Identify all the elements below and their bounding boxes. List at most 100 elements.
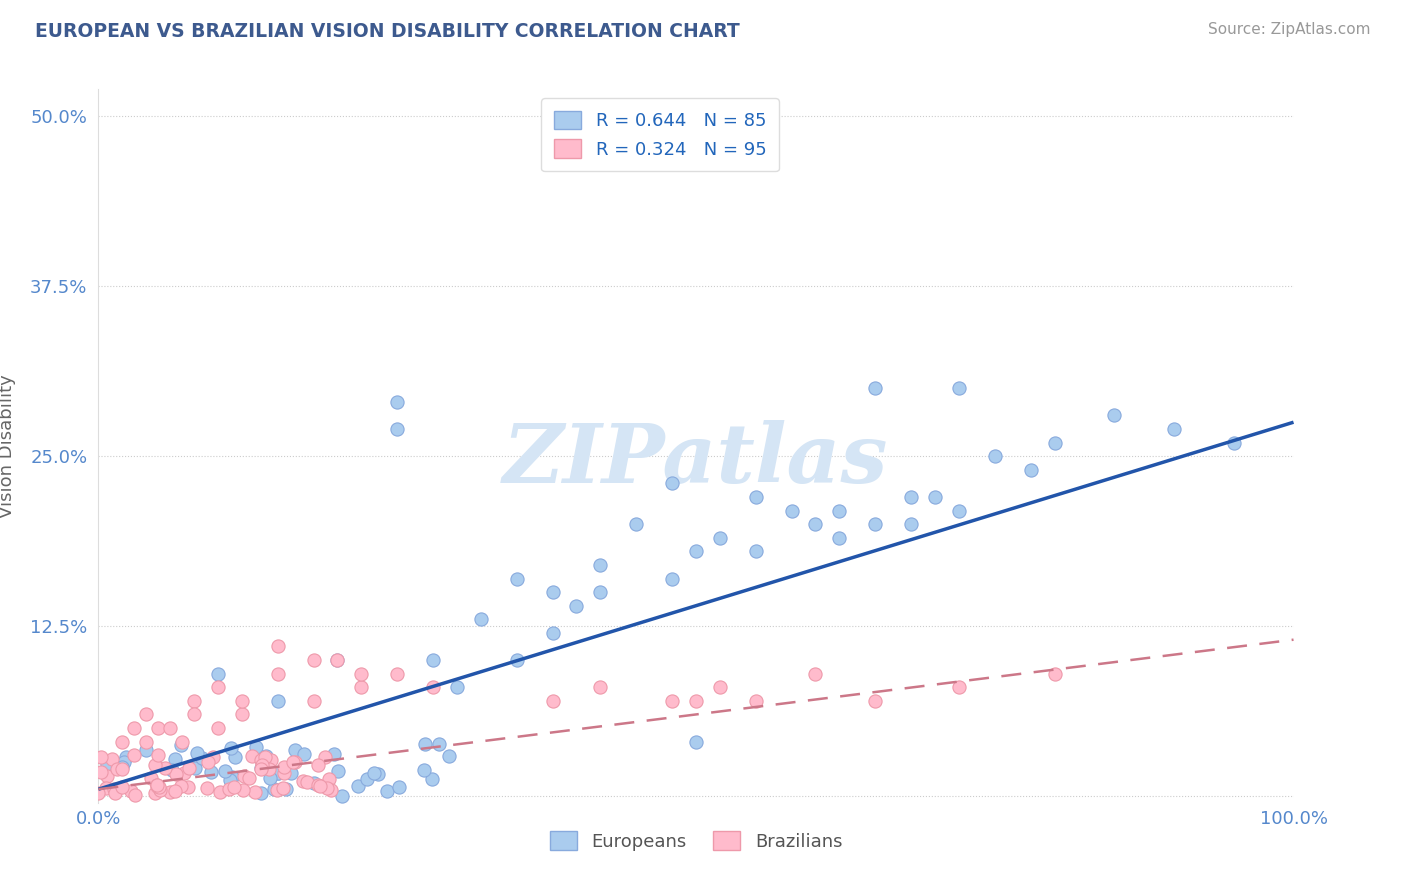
Brazilians	[146, 778, 169, 792]
Europeans	[375, 784, 398, 798]
Brazilians	[224, 780, 246, 794]
Europeans	[924, 490, 946, 504]
Europeans	[274, 781, 297, 796]
Europeans	[422, 653, 444, 667]
Brazilians	[267, 640, 290, 654]
Brazilians	[284, 755, 307, 769]
Europeans	[661, 572, 683, 586]
Brazilians	[143, 786, 166, 800]
Europeans	[218, 772, 240, 787]
Europeans	[745, 490, 768, 504]
Brazilians	[159, 784, 181, 798]
Europeans	[163, 752, 186, 766]
Brazilians	[267, 666, 290, 681]
Europeans	[111, 760, 134, 774]
Europeans	[661, 476, 683, 491]
Brazilians	[103, 781, 125, 796]
Europeans	[865, 517, 887, 532]
Europeans	[470, 612, 492, 626]
Brazilians	[207, 680, 229, 694]
Europeans	[900, 490, 922, 504]
Europeans	[200, 764, 222, 779]
Text: Source: ZipAtlas.com: Source: ZipAtlas.com	[1208, 22, 1371, 37]
Europeans	[326, 653, 349, 667]
Europeans	[385, 422, 409, 436]
Brazilians	[541, 694, 564, 708]
Brazilians	[146, 778, 169, 792]
Europeans	[367, 766, 389, 780]
Brazilians	[111, 734, 134, 748]
Brazilians	[111, 780, 134, 794]
Europeans	[1223, 435, 1246, 450]
Europeans	[1043, 435, 1066, 450]
Brazilians	[685, 694, 707, 708]
Brazilians	[250, 762, 273, 776]
Brazilians	[101, 752, 124, 766]
Europeans	[709, 531, 731, 545]
Europeans	[330, 789, 353, 803]
Europeans	[948, 381, 970, 395]
Europeans	[589, 585, 612, 599]
Brazilians	[231, 694, 253, 708]
Brazilians	[172, 734, 194, 748]
Text: ZIPatlas: ZIPatlas	[503, 420, 889, 500]
Europeans	[413, 737, 436, 751]
Europeans	[252, 752, 274, 766]
Brazilians	[87, 786, 110, 800]
Europeans	[780, 503, 803, 517]
Brazilians	[281, 755, 304, 769]
Brazilians	[207, 721, 229, 735]
Brazilians	[260, 753, 283, 767]
Brazilians	[120, 784, 142, 798]
Europeans	[745, 544, 768, 558]
Brazilians	[163, 783, 186, 797]
Brazilians	[271, 780, 294, 795]
Europeans	[446, 680, 468, 694]
Brazilians	[232, 782, 254, 797]
Brazilians	[266, 783, 288, 797]
Europeans	[685, 734, 707, 748]
Brazilians	[302, 653, 325, 667]
Brazilians	[135, 734, 157, 748]
Europeans	[506, 653, 529, 667]
Brazilians	[139, 771, 162, 785]
Brazilians	[307, 758, 329, 772]
Brazilians	[233, 769, 256, 783]
Brazilians	[661, 694, 683, 708]
Europeans	[249, 761, 271, 775]
Europeans	[828, 503, 851, 517]
Europeans	[114, 750, 136, 764]
Brazilians	[183, 694, 205, 708]
Europeans	[984, 449, 1007, 463]
Brazilians	[350, 666, 373, 681]
Europeans	[356, 772, 378, 787]
Brazilians	[273, 760, 295, 774]
Brazilians	[804, 666, 827, 681]
Europeans	[284, 743, 307, 757]
Brazilians	[238, 771, 260, 785]
Europeans	[170, 738, 193, 752]
Europeans	[267, 765, 290, 780]
Europeans	[214, 764, 236, 778]
Y-axis label: Vision Disability: Vision Disability	[0, 374, 15, 518]
Brazilians	[195, 781, 218, 796]
Brazilians	[176, 780, 198, 794]
Text: EUROPEAN VS BRAZILIAN VISION DISABILITY CORRELATION CHART: EUROPEAN VS BRAZILIAN VISION DISABILITY …	[35, 22, 740, 41]
Brazilians	[146, 780, 169, 794]
Europeans	[565, 599, 588, 613]
Brazilians	[253, 749, 276, 764]
Brazilians	[315, 780, 337, 795]
Europeans	[363, 766, 385, 780]
Europeans	[589, 558, 612, 572]
Europeans	[346, 779, 368, 793]
Brazilians	[250, 753, 273, 767]
Brazilians	[302, 694, 325, 708]
Brazilians	[94, 780, 117, 795]
Europeans	[263, 781, 285, 796]
Brazilians	[149, 783, 172, 797]
Europeans	[259, 772, 281, 786]
Europeans	[249, 786, 271, 800]
Europeans	[626, 517, 648, 532]
Europeans	[266, 766, 288, 780]
Europeans	[427, 737, 450, 751]
